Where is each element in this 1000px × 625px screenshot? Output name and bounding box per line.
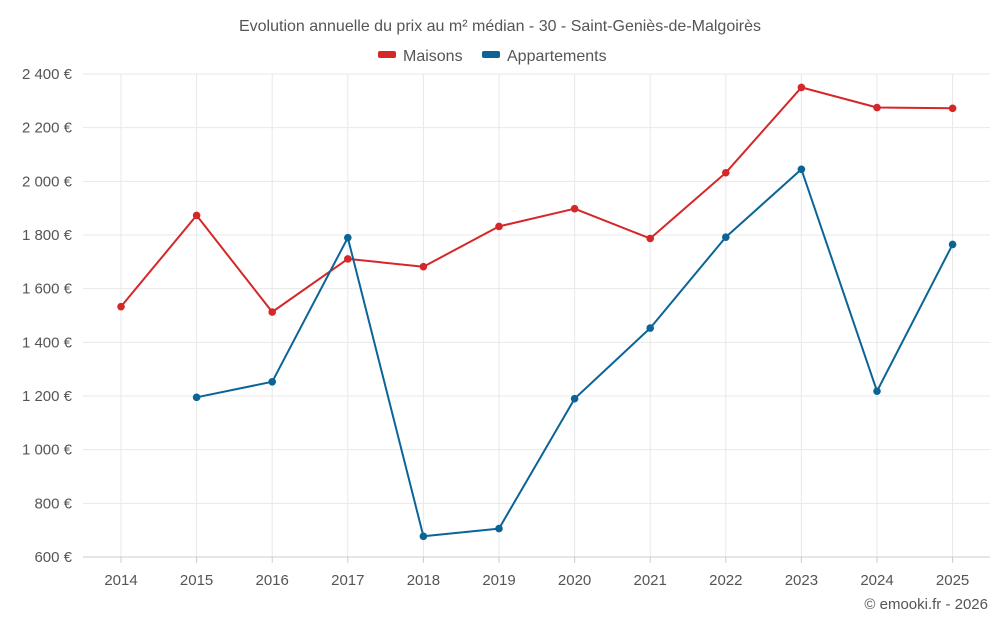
data-point-maisons-2022[interactable] xyxy=(722,168,730,177)
data-point-appartements-2015[interactable] xyxy=(192,393,201,402)
data-point-maisons-2024[interactable] xyxy=(873,103,881,112)
y-gridlines xyxy=(83,73,990,504)
data-point-maisons-2014[interactable] xyxy=(117,302,125,311)
x-tick-label: 2020 xyxy=(558,572,591,589)
y-tick-label: 800 € xyxy=(34,495,72,512)
y-tick-label: 1 400 € xyxy=(22,334,73,351)
legend-item-appartements[interactable]: Appartements xyxy=(482,48,607,65)
x-tick-label: 2024 xyxy=(860,572,893,589)
data-point-maisons-2015[interactable] xyxy=(192,211,201,220)
credit-text: © emooki.fr - 2026 xyxy=(864,596,988,613)
y-tick-label: 2 000 € xyxy=(22,173,73,190)
data-point-maisons-2016[interactable] xyxy=(268,308,277,316)
data-point-appartements-2023[interactable] xyxy=(797,165,806,174)
data-point-appartements-2021[interactable] xyxy=(646,324,654,332)
x-axis-tick-labels: 2014 2015 2016 2017 2018 2019 2020 2021 2022 2023… xyxy=(104,572,969,589)
x-gridlines xyxy=(120,74,954,563)
x-tick-label: 2019 xyxy=(482,572,515,589)
legend-label: Maisons xyxy=(403,48,463,65)
data-point-appartements-2019[interactable] xyxy=(495,524,503,533)
y-tick-label: 1 000 € xyxy=(22,442,73,459)
x-tick-label: 2022 xyxy=(709,572,742,589)
data-point-maisons-2019[interactable] xyxy=(495,222,503,231)
x-tick-label: 2025 xyxy=(936,572,969,589)
x-tick-label: 2018 xyxy=(407,572,440,589)
legend-swatch xyxy=(482,51,500,58)
chart-legend: Maisons Appartements xyxy=(378,48,607,65)
y-axis-tick-labels: 600 € 800 € 1 000 € 1 200 € 1 400 € 1 600 € 1 … xyxy=(22,66,73,566)
chart-title: Evolution annuelle du prix au m² médian … xyxy=(239,18,761,35)
data-point-appartements-2017[interactable] xyxy=(344,233,352,242)
series-line-maisons xyxy=(120,86,953,313)
data-point-appartements-2022[interactable] xyxy=(722,233,730,241)
y-tick-label: 1 800 € xyxy=(22,227,73,244)
data-point-maisons-2021[interactable] xyxy=(646,234,654,243)
y-tick-label: 600 € xyxy=(34,549,72,566)
data-point-maisons-2018[interactable] xyxy=(419,262,428,271)
data-point-maisons-2017[interactable] xyxy=(344,255,352,263)
data-point-maisons-2023[interactable] xyxy=(797,83,806,92)
data-point-maisons-2020[interactable] xyxy=(570,204,579,213)
data-point-appartements-2016[interactable] xyxy=(268,377,277,386)
x-tick-label: 2014 xyxy=(104,572,137,589)
x-tick-label: 2023 xyxy=(785,572,818,589)
series-group xyxy=(117,83,957,541)
x-tick-label: 2017 xyxy=(331,572,364,589)
legend-item-maisons[interactable]: Maisons xyxy=(378,48,463,65)
data-point-appartements-2018[interactable] xyxy=(419,532,428,541)
legend-swatch xyxy=(378,51,396,58)
x-tick-label: 2016 xyxy=(256,572,289,589)
x-tick-label: 2015 xyxy=(180,572,213,589)
y-tick-label: 2 200 € xyxy=(22,120,73,137)
data-point-appartements-2025[interactable] xyxy=(948,240,957,249)
x-tick-label: 2021 xyxy=(634,572,667,589)
y-tick-label: 2 400 € xyxy=(22,66,73,83)
y-tick-label: 1 200 € xyxy=(22,388,73,405)
data-point-maisons-2025[interactable] xyxy=(948,104,957,113)
series-maisons xyxy=(117,83,957,316)
data-point-appartements-2024[interactable] xyxy=(873,387,881,395)
y-tick-label: 1 600 € xyxy=(22,281,73,298)
data-point-appartements-2020[interactable] xyxy=(570,394,579,403)
legend-label: Appartements xyxy=(507,48,607,65)
series-appartements xyxy=(192,165,957,541)
